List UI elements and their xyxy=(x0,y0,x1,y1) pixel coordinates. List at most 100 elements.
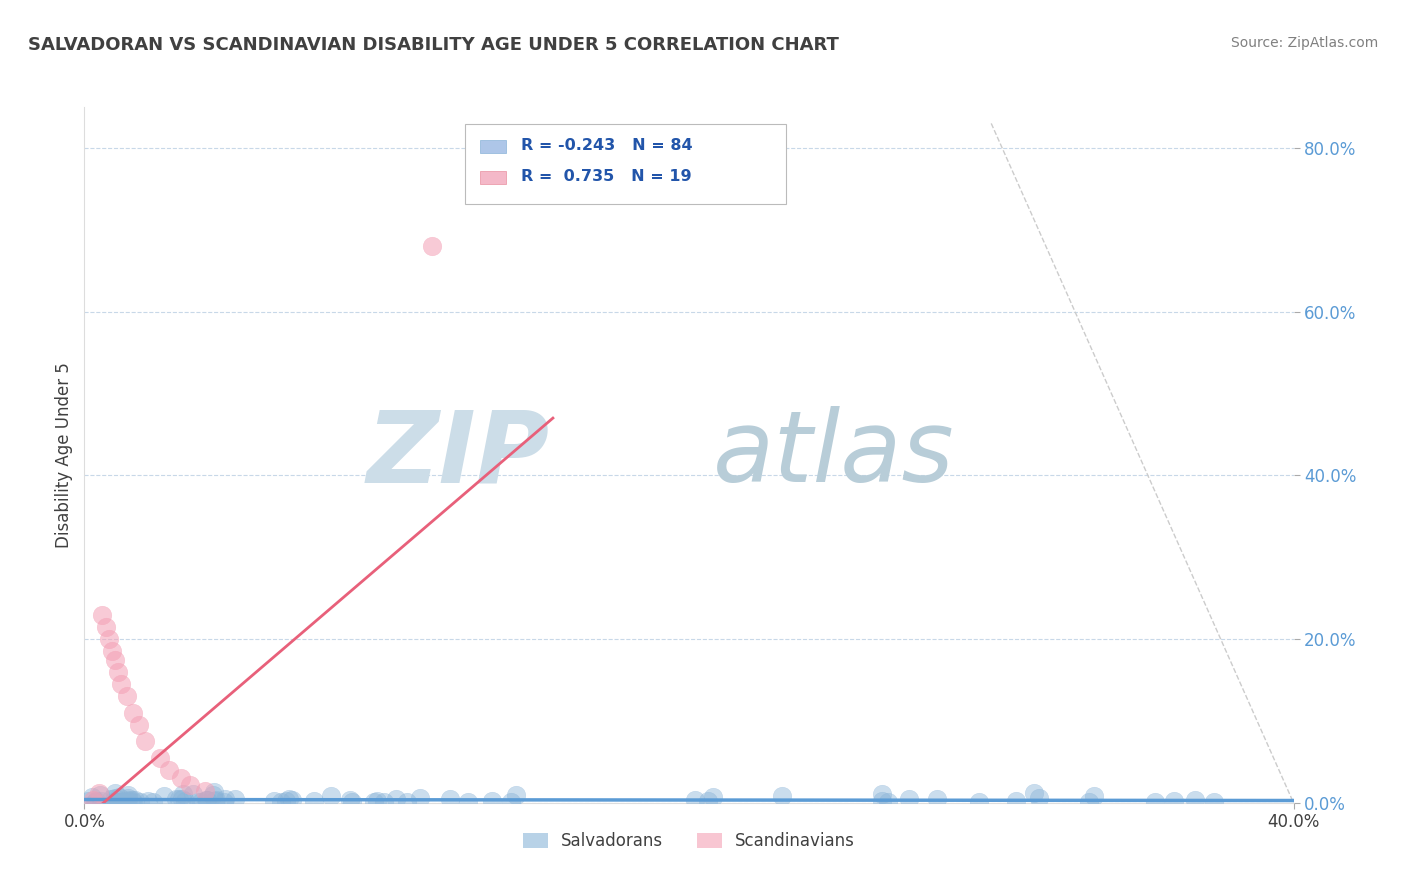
Point xyxy=(409,790,432,805)
Point xyxy=(167,792,190,806)
Point xyxy=(204,794,226,808)
Point xyxy=(195,793,218,807)
Point xyxy=(104,796,127,810)
Point xyxy=(281,793,304,807)
Point xyxy=(108,789,131,804)
Point xyxy=(481,794,503,808)
Point xyxy=(115,690,138,704)
Point xyxy=(107,665,129,679)
Legend: Salvadorans, Scandinavians: Salvadorans, Scandinavians xyxy=(516,826,862,857)
FancyBboxPatch shape xyxy=(465,124,786,204)
Point xyxy=(457,796,479,810)
Point xyxy=(100,644,122,658)
Point xyxy=(1163,794,1185,808)
Point xyxy=(870,794,893,808)
Point xyxy=(190,795,212,809)
Point xyxy=(770,789,793,804)
Point xyxy=(104,652,127,666)
Point xyxy=(101,795,124,809)
Point xyxy=(172,787,194,801)
Point xyxy=(107,796,129,810)
Text: ZIP: ZIP xyxy=(367,407,550,503)
Point xyxy=(112,795,135,809)
Point xyxy=(202,789,225,803)
Point xyxy=(194,783,217,797)
Point xyxy=(170,771,193,785)
Point xyxy=(339,793,361,807)
Point xyxy=(94,620,117,634)
Point xyxy=(270,795,292,809)
Point xyxy=(181,787,204,801)
Point xyxy=(97,632,120,646)
Point xyxy=(104,786,127,800)
Text: R =  0.735   N = 19: R = 0.735 N = 19 xyxy=(520,169,692,184)
Point xyxy=(84,794,107,808)
Text: Source: ZipAtlas.com: Source: ZipAtlas.com xyxy=(1230,36,1378,50)
Point xyxy=(108,796,131,810)
Text: R = -0.243   N = 84: R = -0.243 N = 84 xyxy=(520,137,693,153)
Point xyxy=(117,792,139,806)
Point xyxy=(302,794,325,808)
Point xyxy=(153,789,176,804)
Point xyxy=(1083,789,1105,803)
Text: SALVADORAN VS SCANDINAVIAN DISABILITY AGE UNDER 5 CORRELATION CHART: SALVADORAN VS SCANDINAVIAN DISABILITY AG… xyxy=(28,36,839,54)
Point xyxy=(1204,795,1226,809)
Point xyxy=(385,791,408,805)
Point xyxy=(263,794,285,808)
Point xyxy=(202,785,225,799)
Point xyxy=(110,677,132,691)
Point xyxy=(870,787,893,801)
Point xyxy=(697,794,720,808)
Point xyxy=(136,794,159,808)
Point xyxy=(1005,794,1028,808)
Point xyxy=(499,795,522,809)
Point xyxy=(121,706,143,720)
Point xyxy=(84,795,107,809)
Point xyxy=(195,793,218,807)
Point xyxy=(967,796,990,810)
Point xyxy=(439,792,461,806)
Point xyxy=(117,791,139,805)
Point xyxy=(100,792,122,806)
Point xyxy=(925,792,948,806)
Point xyxy=(1078,796,1101,810)
Point xyxy=(170,792,193,806)
Point xyxy=(214,796,236,810)
Point xyxy=(373,795,395,809)
Point xyxy=(142,796,165,810)
Point xyxy=(897,792,920,806)
Point xyxy=(90,793,112,807)
Point xyxy=(80,790,103,805)
Point xyxy=(82,793,104,807)
Point xyxy=(1028,790,1050,805)
Point xyxy=(179,778,201,792)
Point xyxy=(340,795,363,809)
Point xyxy=(877,796,900,810)
Point xyxy=(505,788,527,802)
Point xyxy=(194,793,217,807)
Point xyxy=(157,763,180,777)
Point xyxy=(91,607,114,622)
Point xyxy=(121,796,143,810)
Point xyxy=(104,790,127,805)
Point xyxy=(134,734,156,748)
Point xyxy=(683,793,706,807)
FancyBboxPatch shape xyxy=(479,171,506,185)
Point xyxy=(278,791,301,805)
Point xyxy=(319,789,342,804)
Point xyxy=(363,796,385,810)
Point xyxy=(174,794,197,808)
Point xyxy=(76,794,98,808)
Point xyxy=(89,789,111,803)
Point xyxy=(276,794,298,808)
Text: atlas: atlas xyxy=(713,407,955,503)
Point xyxy=(128,718,150,732)
Point xyxy=(224,791,246,805)
Point xyxy=(124,793,146,807)
Point xyxy=(128,795,150,809)
Y-axis label: Disability Age Under 5: Disability Age Under 5 xyxy=(55,362,73,548)
Point xyxy=(702,789,724,804)
Point xyxy=(214,792,236,806)
Point xyxy=(420,239,443,253)
Point xyxy=(117,788,139,802)
